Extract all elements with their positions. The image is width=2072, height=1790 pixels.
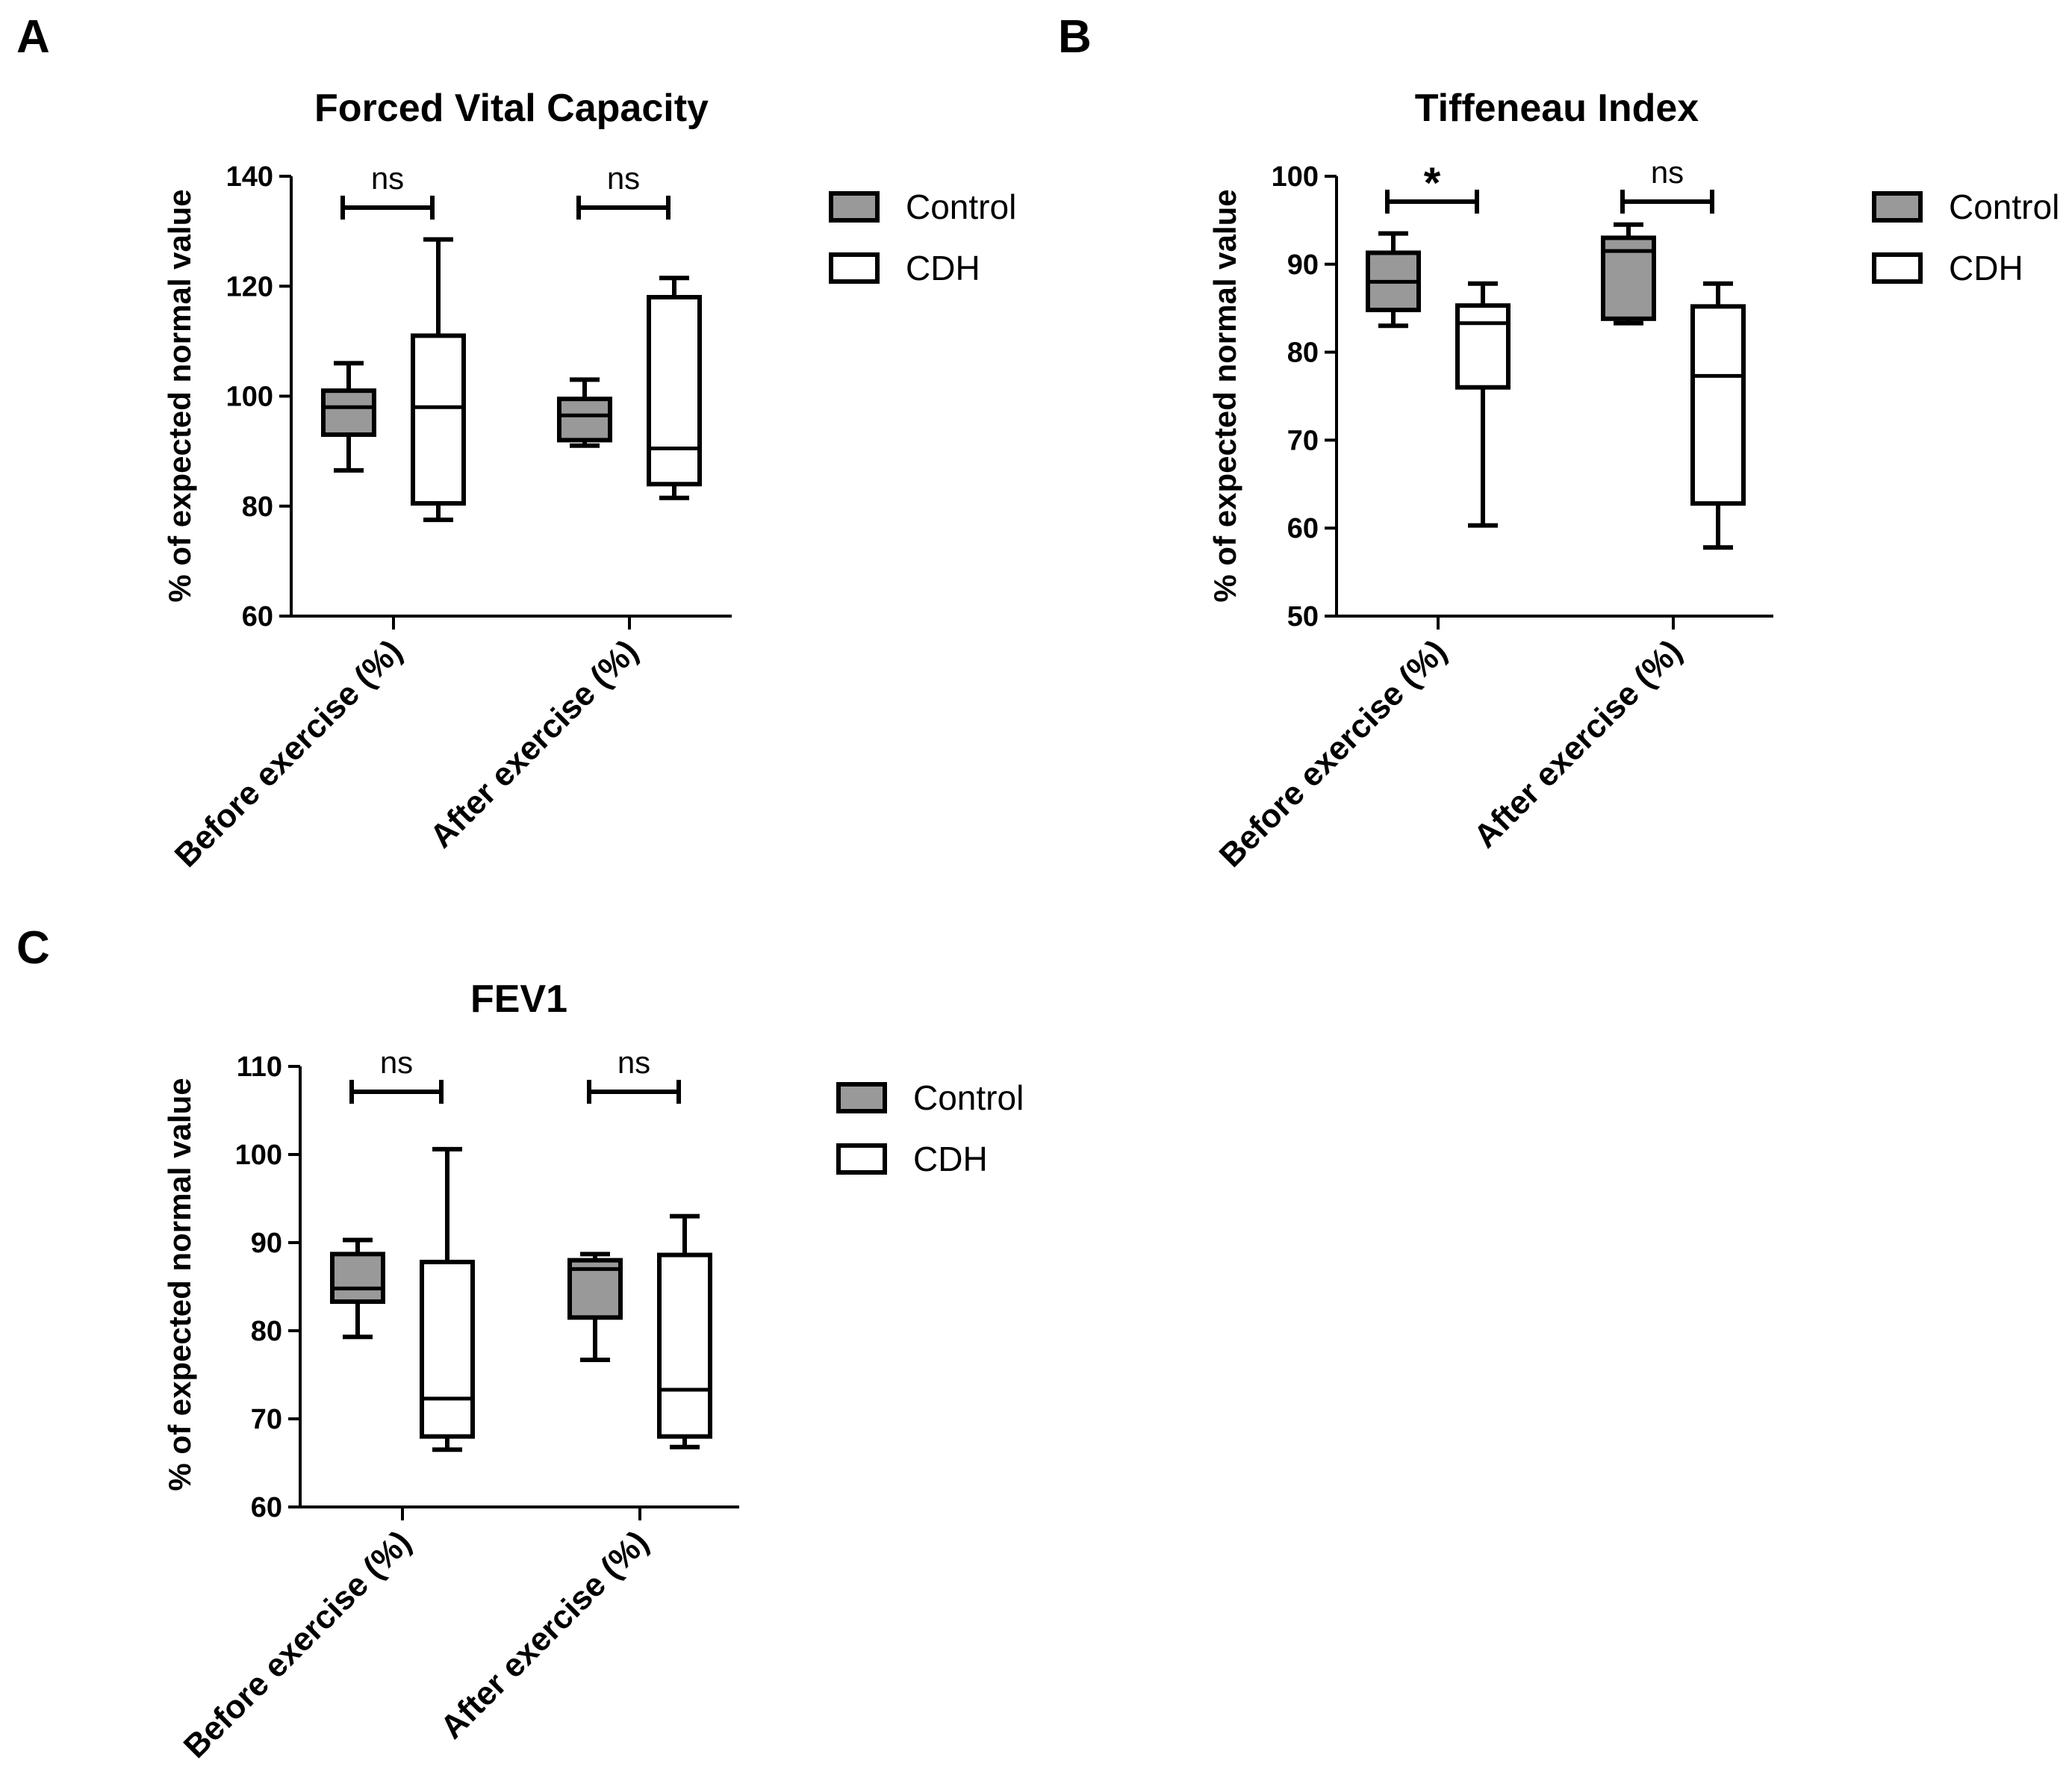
x-category-label: Before exercise (%) <box>1213 633 1454 874</box>
significance-bracket: * <box>1385 159 1479 214</box>
chart-title: FEV1 <box>470 978 567 1021</box>
y-tick-label: 80 <box>1287 338 1319 369</box>
chart-title: Forced Vital Capacity <box>314 87 709 130</box>
y-tick-label: 90 <box>1287 249 1319 281</box>
significance-label: ns <box>371 161 404 196</box>
significance-label: ns <box>617 1045 650 1080</box>
significance-label: * <box>1424 159 1441 208</box>
y-tick-label: 60 <box>251 1492 282 1523</box>
legend-swatch-cdh <box>829 252 880 284</box>
y-tick-label: 100 <box>226 382 273 413</box>
box-cdh-after <box>1690 281 1746 550</box>
x-category-label: Before exercise (%) <box>168 633 409 874</box>
x-category-label: Before exercise (%) <box>177 1523 418 1765</box>
y-tick-label: 100 <box>235 1140 282 1171</box>
significance-label: ns <box>1651 155 1684 190</box>
box-iqr <box>321 388 376 438</box>
y-tick-label: 80 <box>251 1316 282 1347</box>
panel-letter: B <box>1058 11 1092 63</box>
y-tick-label: 80 <box>242 491 273 523</box>
box-control-after <box>1601 222 1656 326</box>
x-category-label: After exercise (%) <box>434 1523 656 1746</box>
significance-label: ns <box>607 161 640 196</box>
y-tick-label: 90 <box>251 1228 282 1259</box>
y-tick-label: 70 <box>1287 425 1319 456</box>
y-tick-label: 120 <box>226 271 273 302</box>
legend-swatch-control <box>829 191 880 223</box>
panel-a: A Forced Vital Capacity 60 80 100 120 140 % of … <box>16 11 1016 874</box>
y-axis-label: % of expected normal value <box>1207 189 1242 602</box>
box-control-before <box>1366 231 1421 329</box>
y-tick-label: 140 <box>226 161 273 193</box>
x-category-label: After exercise (%) <box>423 633 646 855</box>
y-tick-label: 50 <box>1287 601 1319 633</box>
legend-label-control: Control <box>1949 187 2059 226</box>
box-control-after <box>557 377 612 448</box>
y-axis-label: % of expected normal value <box>162 1078 197 1491</box>
legend-label-control: Control <box>906 187 1016 226</box>
y-tick-label: 100 <box>1272 161 1319 193</box>
panel-b: B Tiffeneau Index 50 60 70 80 90 100 % of expect… <box>1058 11 2059 874</box>
panel-letter: A <box>16 11 50 63</box>
significance-bracket: ns <box>340 161 435 220</box>
box-iqr <box>411 333 466 506</box>
legend-swatch-cdh <box>1872 252 1923 284</box>
box-iqr <box>557 397 612 443</box>
box-control-before <box>330 1237 385 1340</box>
box-iqr <box>330 1252 385 1305</box>
legend-swatch-control <box>836 1082 887 1113</box>
y-axis-label: % of expected normal value <box>162 189 197 602</box>
box-cdh-before <box>1455 281 1511 528</box>
box-cdh-before <box>411 237 466 523</box>
legend-swatch-cdh <box>836 1143 887 1175</box>
legend-label-control: Control <box>913 1078 1024 1117</box>
significance-label: ns <box>380 1045 413 1080</box>
box-cdh-after <box>657 1213 712 1449</box>
box-iqr <box>647 294 702 487</box>
box-cdh-after <box>647 276 702 500</box>
significance-bracket: ns <box>576 161 671 220</box>
box-iqr <box>657 1252 712 1439</box>
box-control-before <box>321 361 376 473</box>
panel-c: C FEV1 60 70 80 90 100 110 % of expected normal … <box>16 922 1024 1765</box>
chart-title: Tiffeneau Index <box>1415 87 1699 130</box>
x-category-label: After exercise (%) <box>1467 633 1690 855</box>
y-tick-label: 60 <box>1287 513 1319 544</box>
legend-label-cdh: CDH <box>906 249 980 288</box>
significance-bracket: ns <box>587 1045 681 1104</box>
y-tick-label: 70 <box>251 1404 282 1435</box>
y-tick-label: 60 <box>242 601 273 633</box>
significance-bracket: ns <box>1620 155 1714 214</box>
box-iqr <box>420 1259 475 1439</box>
significance-bracket: ns <box>349 1045 444 1104</box>
legend-label-cdh: CDH <box>913 1140 988 1178</box>
legend-swatch-control <box>1872 191 1923 223</box>
box-iqr <box>1455 303 1511 390</box>
box-iqr <box>1690 304 1746 506</box>
y-tick-label: 110 <box>237 1051 282 1083</box>
legend-label-cdh: CDH <box>1949 249 2023 288</box>
panel-letter: C <box>16 922 50 974</box>
box-control-after <box>567 1252 623 1362</box>
box-cdh-before <box>420 1146 475 1452</box>
